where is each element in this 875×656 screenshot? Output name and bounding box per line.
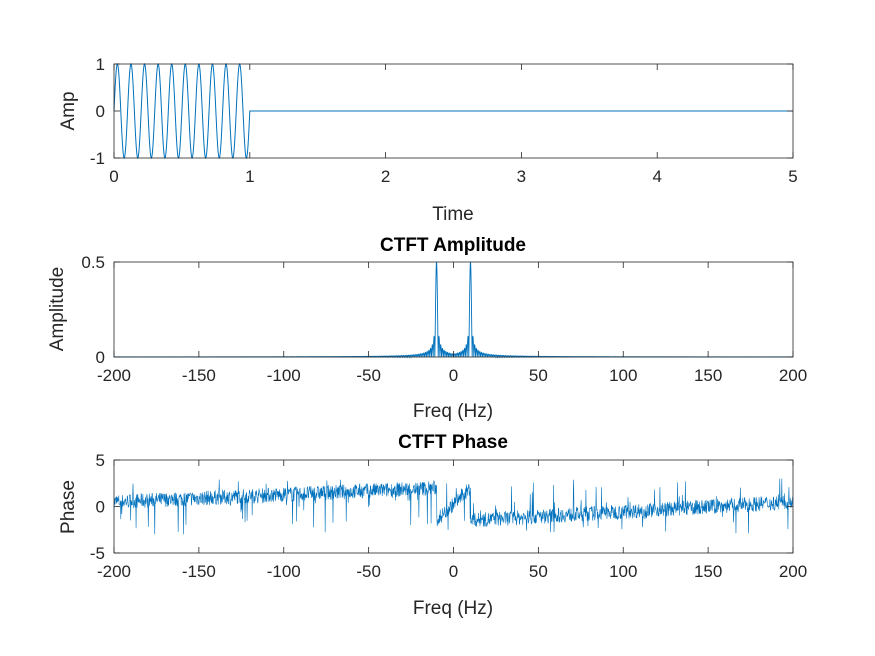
axes-box-amplitude	[114, 262, 793, 357]
y-tick-label: -1	[90, 149, 105, 168]
x-tick-label: 0	[109, 167, 118, 186]
series-phase	[113, 478, 794, 535]
x-tick-label: 100	[609, 366, 637, 385]
x-axis-label-time: Time	[432, 204, 474, 225]
y-axis-label-time: Amp	[58, 91, 79, 130]
subplot-amplitude: -200 -150 -100 -50 0 50 100 150 200 0 0.5 CTFT Amp…	[47, 235, 807, 422]
y-tick-label: 5	[96, 451, 105, 470]
x-tick-label: 150	[694, 366, 722, 385]
x-tick-label: 3	[517, 167, 526, 186]
title-phase: CTFT Phase	[398, 432, 508, 453]
x-tick-label: -50	[356, 562, 381, 581]
y-axis-label-phase: Phase	[58, 480, 79, 534]
x-axis-label-amplitude: Freq (Hz)	[413, 401, 493, 422]
x-tick-label: 0	[449, 366, 458, 385]
x-tick-label: -150	[182, 366, 216, 385]
x-tick-label: -50	[356, 366, 381, 385]
subplot-phase: -200 -150 -100 -50 0 50 100 150 200-505 CTFT Pha…	[58, 432, 807, 619]
x-tick-label: -100	[267, 366, 301, 385]
x-tick-label: 100	[609, 562, 637, 581]
title-amplitude: CTFT Amplitude	[380, 235, 526, 256]
x-tick-label: 50	[529, 366, 548, 385]
x-tick-label: -200	[97, 562, 131, 581]
x-tick-label: 150	[694, 562, 722, 581]
y-tick-label: 0	[96, 498, 105, 517]
y-tick-label: 1	[96, 55, 105, 74]
x-tick-label: 1	[245, 167, 254, 186]
x-axis-label-phase: Freq (Hz)	[413, 598, 493, 619]
x-tick-label: 2	[381, 167, 390, 186]
series-time-signal	[113, 63, 793, 159]
ticks-phase: -200 -150 -100 -50 0 50 100 150 200-505	[90, 451, 807, 581]
y-axis-label-amplitude: Amplitude	[47, 267, 68, 352]
ticks-time: 0 1 2 3 4 5-101	[90, 55, 798, 186]
y-tick-label: -5	[90, 544, 105, 563]
x-tick-label: -100	[267, 562, 301, 581]
x-tick-label: 200	[779, 366, 807, 385]
y-tick-label: 0.5	[81, 253, 105, 272]
ticks-amplitude: -200 -150 -100 -50 0 50 100 150 200 0 0.5	[81, 253, 807, 385]
series-line-phase	[113, 478, 794, 535]
y-tick-label: 0	[96, 102, 105, 121]
x-tick-label: 0	[449, 562, 458, 581]
y-tick-label: 0	[96, 348, 105, 367]
series-line-time	[113, 63, 793, 159]
x-tick-label: 5	[788, 167, 797, 186]
x-tick-label: -150	[182, 562, 216, 581]
x-tick-label: 4	[652, 167, 661, 186]
x-tick-label: 50	[529, 562, 548, 581]
subplot-time: 0 1 2 3 4 5-101 Time Amp	[58, 55, 798, 225]
x-tick-label: -200	[97, 366, 131, 385]
x-tick-label: 200	[779, 562, 807, 581]
